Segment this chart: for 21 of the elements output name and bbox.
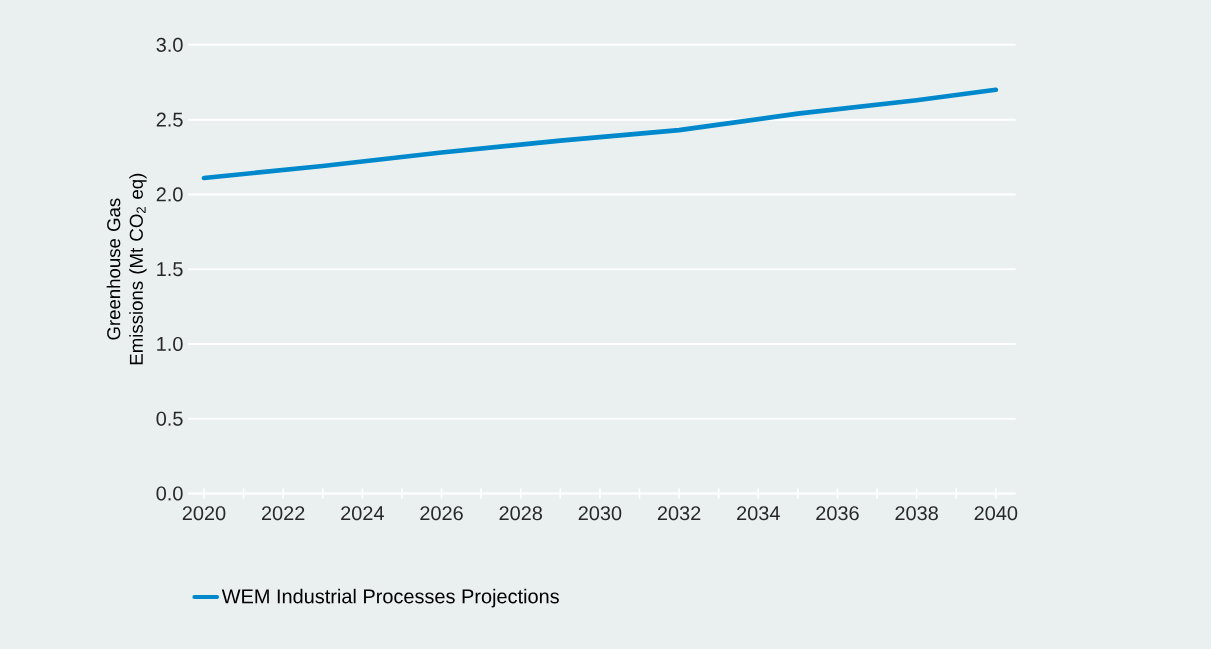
y-axis-title: Greenhouse Gas Emissions (Mt CO$_{2}$ eq) bbox=[106, 173, 147, 365]
y-tick-label: 0.5 bbox=[156, 411, 183, 426]
x-tick-label: 2036 bbox=[816, 506, 859, 521]
x-tick-label: 2024 bbox=[341, 506, 384, 521]
y-tick-label: 2.5 bbox=[156, 112, 183, 127]
x-tick-label: 2020 bbox=[182, 506, 226, 521]
x-tick-label: 2030 bbox=[578, 506, 622, 521]
y-tick-label: 3.0 bbox=[156, 37, 183, 52]
legend-label: WEM Industrial Processes Projections bbox=[221, 588, 559, 608]
x-tick-label: 2040 bbox=[974, 506, 1018, 521]
y-tick-label: 0.0 bbox=[156, 486, 183, 501]
x-tick-label: 2026 bbox=[420, 506, 463, 521]
line-series bbox=[201, 87, 999, 181]
x-tick-label: 2022 bbox=[261, 506, 305, 521]
y-tick-label: 1.5 bbox=[157, 262, 183, 277]
y-tick-label: 1.0 bbox=[157, 336, 183, 351]
y-tick-label: 2.0 bbox=[156, 187, 183, 202]
x-tick-label: 2032 bbox=[657, 506, 701, 521]
x-tick-label: 2028 bbox=[499, 506, 542, 521]
x-tick-label: 2034 bbox=[737, 506, 780, 521]
x-tick-label: 2038 bbox=[895, 506, 938, 521]
